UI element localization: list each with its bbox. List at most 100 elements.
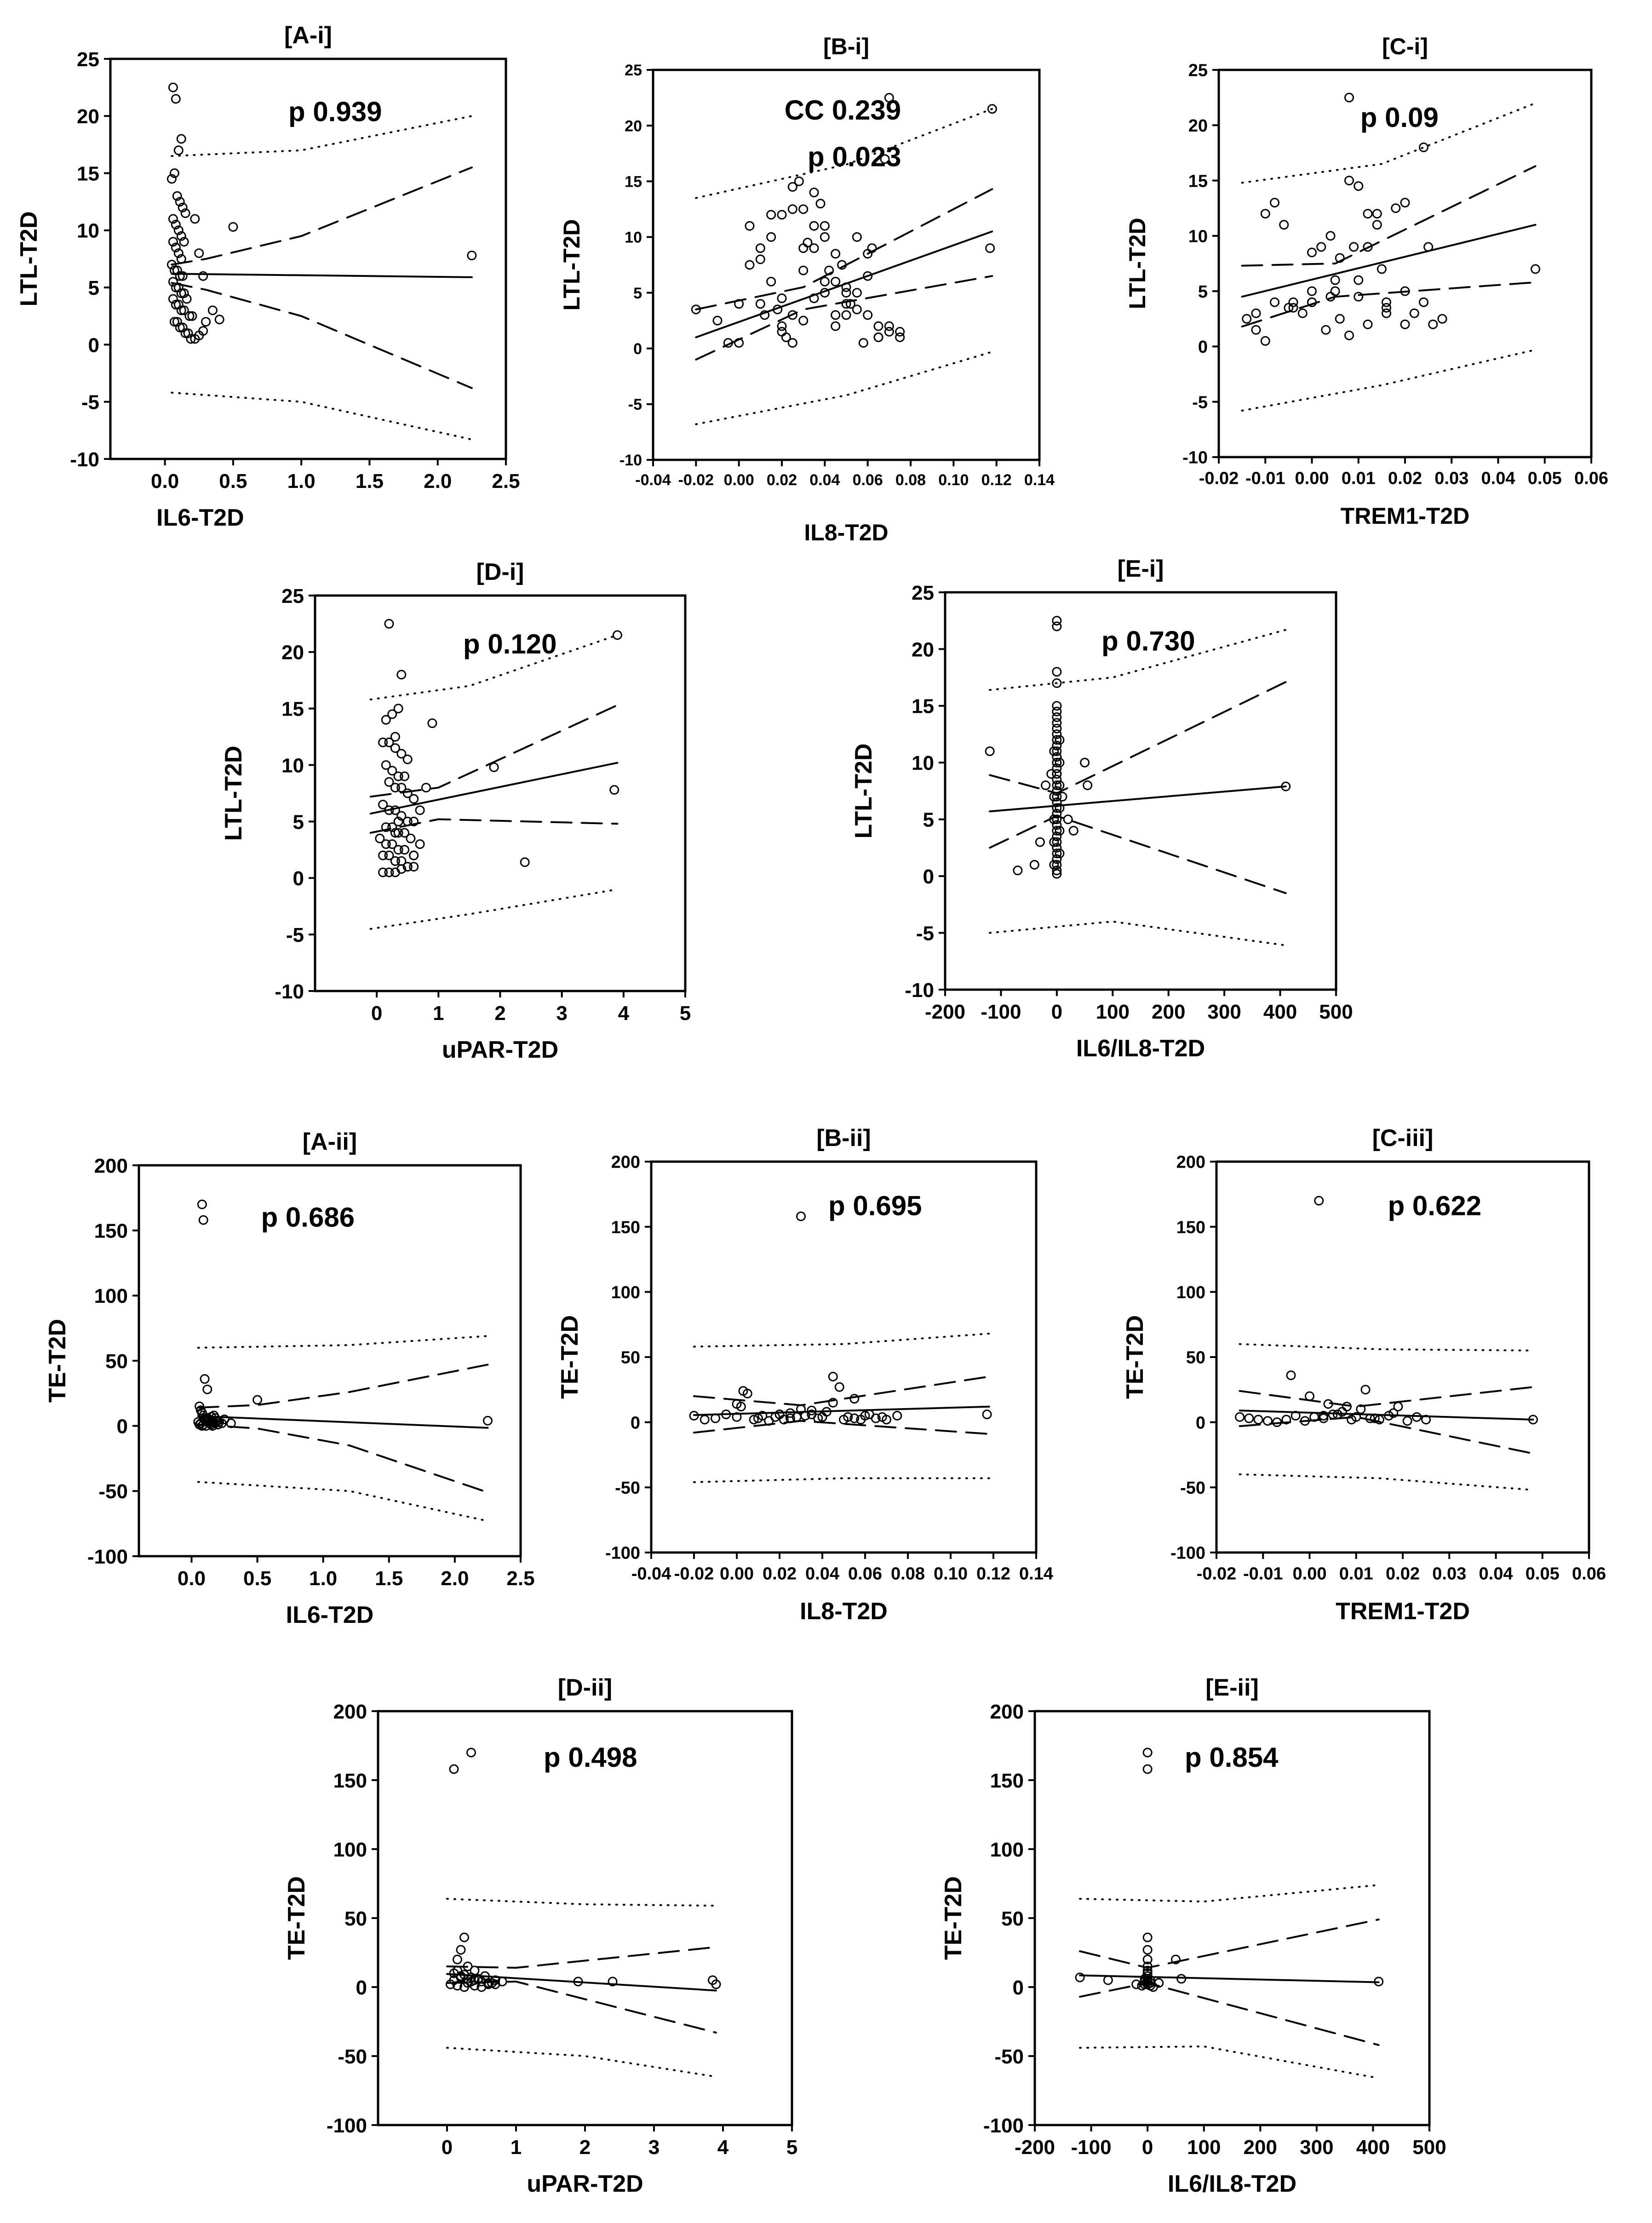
data-point xyxy=(175,271,185,281)
panel-b-i: [B-i] LTL-T2D IL8-T2D CC 0.239 p 0.023 -… xyxy=(559,34,1055,545)
data-point xyxy=(173,299,184,309)
data-point xyxy=(1055,803,1065,813)
data-point xyxy=(1052,723,1062,733)
data-point xyxy=(831,321,841,331)
data-point xyxy=(1142,1945,1153,1955)
data-point xyxy=(809,243,819,253)
panel-title: [E-i] xyxy=(1117,556,1164,582)
p-value-annotation: p 0.622 xyxy=(1388,1191,1481,1221)
y-tick-label: -100 xyxy=(605,1544,640,1563)
data-point xyxy=(187,311,197,321)
x-tick-label: 0.06 xyxy=(853,471,883,489)
p-value-annotation: p 0.854 xyxy=(1185,1742,1279,1773)
data-point xyxy=(1428,319,1438,329)
y-tick-label: 200 xyxy=(94,1155,128,1177)
plot-frame xyxy=(944,591,1337,991)
x-tick-label: 0.04 xyxy=(805,1564,839,1583)
x-tick-label: 0.04 xyxy=(1479,1564,1513,1583)
data-point xyxy=(1052,774,1062,785)
y-tick-label: 0 xyxy=(88,334,99,356)
data-point xyxy=(409,816,419,826)
data-point xyxy=(1052,678,1062,688)
x-tick-label: -0.04 xyxy=(631,1564,671,1583)
plot-frame xyxy=(377,1710,793,2126)
p-value-annotation: p 0.023 xyxy=(808,142,901,172)
data-point xyxy=(1260,209,1270,219)
x-tick-label: 0.14 xyxy=(1019,1564,1053,1583)
data-point xyxy=(171,282,181,292)
data-point xyxy=(179,288,189,298)
data-point xyxy=(798,243,809,253)
data-point xyxy=(393,845,403,855)
data-point xyxy=(252,1395,263,1405)
data-point xyxy=(384,850,394,860)
data-point xyxy=(171,242,181,252)
data-point xyxy=(1052,869,1062,879)
data-point xyxy=(1423,242,1434,252)
data-point xyxy=(732,1412,742,1422)
x-tick-label: 0.12 xyxy=(976,1564,1010,1583)
y-tick-label: 150 xyxy=(990,1770,1024,1792)
data-point xyxy=(1409,308,1419,318)
data-point xyxy=(1063,814,1073,825)
x-tick-label: 300 xyxy=(1300,2136,1333,2159)
data-point xyxy=(1055,825,1065,836)
data-point xyxy=(1374,1415,1384,1425)
data-point xyxy=(490,1975,500,1985)
data-point xyxy=(1052,757,1062,768)
data-point xyxy=(1323,1399,1333,1409)
data-point xyxy=(1052,763,1062,773)
data-point xyxy=(712,315,723,326)
data-point xyxy=(1052,808,1062,819)
plot-frame xyxy=(652,69,1041,461)
data-point xyxy=(860,1411,870,1421)
data-point xyxy=(384,777,394,787)
regression-line xyxy=(369,762,619,815)
x-tick-label: 0.00 xyxy=(720,1564,754,1583)
data-point xyxy=(1242,314,1252,324)
data-point xyxy=(1052,842,1062,853)
data-point xyxy=(178,202,188,212)
y-tick-label: -100 xyxy=(983,2114,1024,2137)
data-point xyxy=(172,317,182,327)
data-point xyxy=(1049,746,1059,756)
plot-frame xyxy=(109,57,507,460)
data-point xyxy=(820,221,830,231)
panel-a-ii: [A-ii] TE-T2D IL6-T2D p 0.686 -100 -50 0 50… xyxy=(44,1129,535,1628)
panel-title: [A-i] xyxy=(284,22,332,49)
y-axis-label: TE-T2D xyxy=(1122,1315,1148,1399)
x-tick-label: 2 xyxy=(494,1002,505,1025)
y-tick-label: -5 xyxy=(286,924,304,946)
data-point xyxy=(402,862,413,872)
prediction-interval-upper xyxy=(1239,1343,1534,1352)
y-tick-label: 200 xyxy=(990,1701,1024,1723)
data-point xyxy=(1052,854,1062,864)
x-tick-label: 0.04 xyxy=(809,471,840,489)
data-point xyxy=(176,134,186,144)
data-point xyxy=(1052,701,1062,711)
data-point xyxy=(378,867,388,877)
y-tick-label: -50 xyxy=(994,2045,1024,2068)
x-tick-label: 0.03 xyxy=(1434,469,1468,488)
data-point xyxy=(895,332,905,342)
data-point xyxy=(985,243,995,253)
data-point xyxy=(1052,786,1062,796)
x-tick-label: 0.02 xyxy=(1386,1564,1420,1583)
data-point xyxy=(1382,297,1391,307)
data-point xyxy=(384,737,394,747)
data-point xyxy=(711,1979,721,1989)
prediction-interval-lower xyxy=(1079,2045,1380,2079)
y-tick-label: 150 xyxy=(94,1220,128,1243)
y-tick-label: 10 xyxy=(77,220,99,242)
data-point xyxy=(1291,1411,1301,1421)
data-point xyxy=(794,176,804,186)
x-tick-label: 5 xyxy=(786,2136,797,2159)
y-tick-label: 20 xyxy=(912,638,934,661)
x-tick-label: -100 xyxy=(1071,2136,1112,2159)
x-tick-label: 2.5 xyxy=(492,470,520,493)
y-tick-label: 0 xyxy=(923,865,934,888)
data-point xyxy=(409,862,419,872)
panel-e-ii: [E-ii] TE-T2D IL6/IL8-T2D p 0.854 -100 -5… xyxy=(940,1674,1446,2197)
y-tick-label: 20 xyxy=(77,105,99,128)
panel-title: [C-iii] xyxy=(1372,1125,1434,1152)
